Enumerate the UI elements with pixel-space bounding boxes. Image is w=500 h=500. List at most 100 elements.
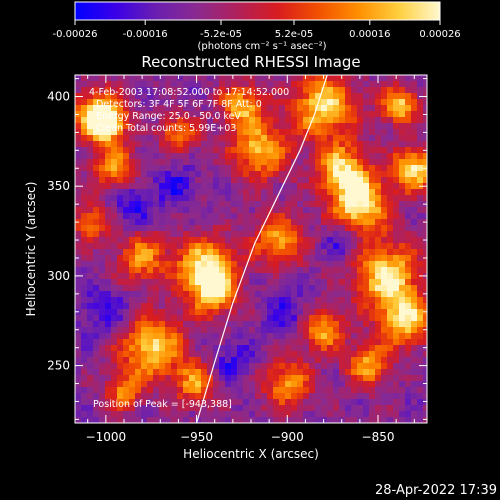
heatmap-cell — [387, 369, 393, 375]
heatmap-cell — [369, 345, 375, 351]
heatmap-cell — [369, 159, 375, 165]
heatmap-cell — [159, 129, 165, 135]
heatmap-cell — [279, 363, 285, 369]
heatmap-cell — [399, 99, 405, 105]
heatmap-cell — [201, 81, 207, 87]
heatmap-cell — [159, 213, 165, 219]
heatmap-cell — [297, 363, 303, 369]
heatmap-cell — [327, 369, 333, 375]
heatmap-cell — [375, 327, 381, 333]
heatmap-cell — [213, 363, 219, 369]
heatmap-cell — [315, 315, 321, 321]
heatmap-cell — [303, 327, 309, 333]
heatmap-cell — [99, 81, 105, 87]
heatmap-cell — [315, 195, 321, 201]
heatmap-cell — [189, 399, 195, 405]
heatmap-cell — [135, 381, 141, 387]
heatmap-cell — [417, 255, 423, 261]
heatmap-cell — [303, 249, 309, 255]
heatmap-cell — [345, 405, 351, 411]
heatmap-cell — [231, 195, 237, 201]
heatmap-cell — [387, 135, 393, 141]
heatmap-cell — [399, 279, 405, 285]
heatmap-cell — [411, 321, 417, 327]
heatmap-cell — [387, 249, 393, 255]
heatmap-cell — [333, 201, 339, 207]
heatmap-cell — [255, 129, 261, 135]
heatmap-cell — [339, 123, 345, 129]
heatmap-cell — [177, 351, 183, 357]
heatmap-cell — [285, 201, 291, 207]
heatmap-cell — [243, 393, 249, 399]
heatmap-cell — [171, 351, 177, 357]
heatmap-cell — [261, 135, 267, 141]
heatmap-cell — [405, 285, 411, 291]
heatmap-cell — [387, 177, 393, 183]
heatmap-cell — [297, 357, 303, 363]
heatmap-cell — [423, 351, 427, 357]
heatmap-cell — [99, 303, 105, 309]
heatmap-cell — [237, 411, 243, 417]
heatmap-cell — [123, 291, 129, 297]
heatmap-cell — [75, 81, 81, 87]
heatmap-cell — [81, 381, 87, 387]
heatmap-cell — [249, 279, 255, 285]
heatmap-cell — [111, 261, 117, 267]
heatmap-cell — [339, 201, 345, 207]
heatmap-cell — [183, 195, 189, 201]
heatmap-cell — [219, 399, 225, 405]
heatmap-cell — [393, 327, 399, 333]
heatmap-cell — [345, 315, 351, 321]
heatmap-cell — [267, 117, 273, 123]
heatmap-cell — [243, 117, 249, 123]
heatmap-cell — [351, 81, 357, 87]
heatmap-cell — [375, 123, 381, 129]
heatmap-cell — [219, 375, 225, 381]
heatmap-cell — [141, 219, 147, 225]
heatmap-cell — [81, 363, 87, 369]
heatmap-cell — [327, 411, 333, 417]
heatmap-cell — [123, 345, 129, 351]
heatmap-cell — [117, 225, 123, 231]
heatmap-cell — [417, 297, 423, 303]
heatmap-cell — [177, 99, 183, 105]
heatmap-cell — [201, 183, 207, 189]
heatmap-cell — [255, 177, 261, 183]
heatmap-cell — [279, 165, 285, 171]
heatmap-cell — [339, 339, 345, 345]
heatmap-cell — [381, 225, 387, 231]
heatmap-cell — [87, 159, 93, 165]
heatmap-cell — [213, 75, 219, 81]
heatmap-cell — [213, 183, 219, 189]
heatmap-cell — [123, 255, 129, 261]
heatmap-cell — [303, 237, 309, 243]
heatmap-cell — [171, 381, 177, 387]
heatmap-cell — [345, 297, 351, 303]
heatmap-cell — [291, 357, 297, 363]
heatmap-cell — [387, 357, 393, 363]
heatmap-cell — [339, 357, 345, 363]
heatmap-cell — [327, 219, 333, 225]
heatmap-cell — [309, 339, 315, 345]
heatmap-cell — [237, 75, 243, 81]
heatmap-cell — [405, 201, 411, 207]
heatmap-cell — [93, 81, 99, 87]
heatmap-cell — [135, 387, 141, 393]
heatmap-cell — [129, 249, 135, 255]
heatmap-cell — [207, 267, 213, 273]
heatmap-cell — [237, 315, 243, 321]
heatmap-cell — [123, 153, 129, 159]
heatmap-cell — [285, 405, 291, 411]
heatmap-cell — [297, 393, 303, 399]
heatmap-cell — [381, 333, 387, 339]
heatmap-cell — [411, 381, 417, 387]
heatmap-cell — [159, 387, 165, 393]
heatmap-cell — [297, 129, 303, 135]
heatmap-cell — [123, 147, 129, 153]
heatmap-cell — [351, 177, 357, 183]
heatmap-cell — [351, 87, 357, 93]
heatmap-cell — [399, 309, 405, 315]
heatmap-cell — [237, 141, 243, 147]
heatmap-cell — [405, 99, 411, 105]
heatmap-cell — [417, 99, 423, 105]
